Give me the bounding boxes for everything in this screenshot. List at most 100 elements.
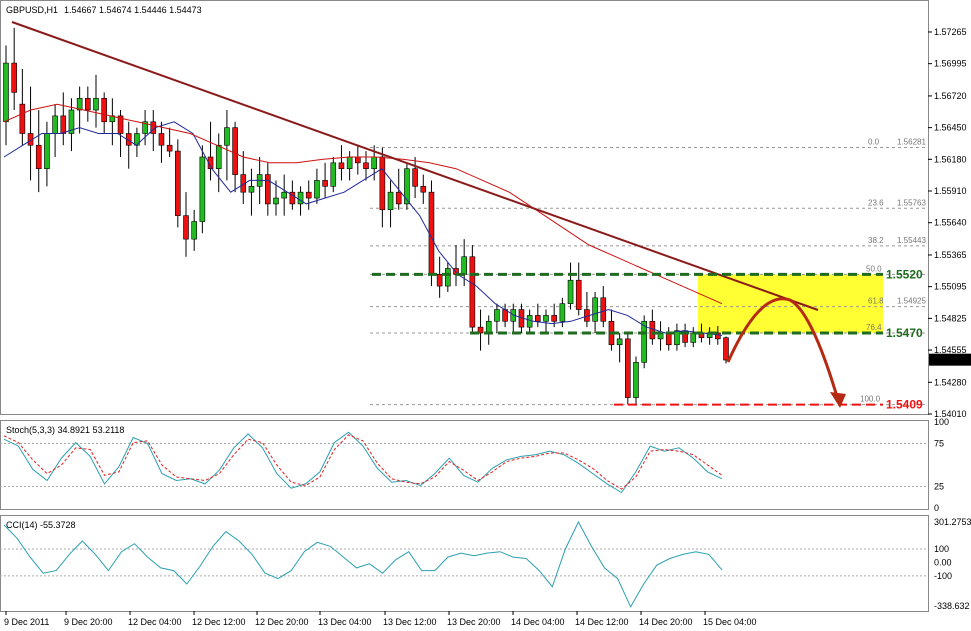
bull-candle — [224, 127, 230, 146]
bear-candle — [322, 180, 328, 187]
bear-candle — [575, 279, 582, 310]
projection-arrow — [726, 297, 840, 401]
bear-candle — [166, 144, 173, 152]
price-tick-label: 1.55640 — [934, 218, 967, 228]
fib-percent-label: 0.0 — [868, 137, 880, 146]
bull-candle — [215, 144, 222, 170]
stoch-tick-label: 100 — [934, 417, 949, 427]
bull-candle — [76, 97, 83, 111]
moving-average-fast — [3, 121, 723, 336]
price-tick-label: 1.57265 — [934, 27, 967, 37]
time-tick-label: 9 Dec 20:00 — [64, 617, 113, 627]
bull-candle — [690, 332, 697, 343]
time-tick-label: 13 Dec 12:00 — [383, 617, 437, 627]
bear-candle — [395, 191, 402, 205]
current-price-label: 1.54473 — [931, 355, 964, 365]
price-tick-label: 1.55095 — [934, 282, 967, 292]
time-tick-label: 9 Dec 2011 — [4, 617, 49, 627]
bear-candle — [715, 332, 721, 340]
time-tick-label: 12 Dec 04:00 — [128, 617, 182, 627]
cci-label: CCI(14) -55.3728 — [6, 520, 76, 530]
bear-candle — [436, 274, 443, 287]
bull-candle — [616, 338, 623, 346]
bull-candle — [633, 362, 639, 398]
price-tick-label: 1.55365 — [934, 250, 967, 260]
cci-panel-frame — [0, 515, 929, 612]
fib-percent-label: 100.0 — [860, 395, 881, 404]
cci-tick-label: 100 — [934, 544, 949, 554]
current-price-marker — [929, 353, 971, 366]
fib-percent-label: 76.4 — [866, 323, 882, 332]
price-tick-label: 1.56450 — [934, 123, 967, 133]
bear-candle — [289, 191, 296, 205]
price-tick-label: 1.55910 — [934, 186, 967, 196]
time-tick-label: 12 Dec 12:00 — [192, 617, 246, 627]
bull-candle — [445, 268, 451, 287]
bear-candle — [101, 97, 107, 123]
fib-price-label: 1.56281 — [897, 137, 926, 146]
stoch-signal-line — [3, 434, 723, 490]
arrow-head — [830, 392, 846, 408]
bear-candle — [535, 315, 541, 322]
time-tick-label: 12 Dec 20:00 — [255, 617, 309, 627]
bear-candle — [60, 115, 67, 134]
bull-candle — [674, 330, 680, 346]
bear-candle — [665, 332, 672, 346]
bear-candle — [477, 326, 484, 334]
bear-candle — [232, 127, 238, 175]
bear-candle — [625, 338, 631, 398]
bull-candle — [485, 320, 492, 334]
bear-candle — [469, 256, 476, 328]
bear-candle — [117, 115, 124, 134]
stoch-tick-label: 0 — [934, 503, 939, 513]
bull-candle — [346, 156, 353, 170]
bear-candle — [600, 297, 607, 322]
price-tick-label: 1.54010 — [934, 409, 967, 419]
main-panel-frame — [0, 0, 929, 415]
stoch-tick-label: 25 — [934, 482, 944, 492]
bull-candle — [641, 320, 647, 363]
price-tick-label: 1.56720 — [934, 91, 967, 101]
time-tick-label: 14 Dec 04:00 — [511, 617, 565, 627]
bull-candle — [461, 256, 467, 275]
fib-percent-label: 23.6 — [868, 198, 884, 207]
fib-price-label: 1.54925 — [897, 297, 926, 306]
bear-candle — [265, 174, 271, 205]
cci-tick-label: 0.00 — [934, 557, 952, 567]
time-tick-label: 14 Dec 12:00 — [575, 617, 629, 627]
stoch-label: Stoch(5,3,3) 34.8921 53.2118 — [6, 425, 124, 435]
bear-candle — [420, 186, 427, 193]
bull-candle — [68, 109, 75, 134]
price-tick-label: 1.54555 — [934, 345, 967, 355]
bear-candle — [379, 156, 386, 211]
support-level-label: 1.5470 — [886, 326, 923, 340]
bear-candle — [19, 103, 26, 134]
bull-candle — [93, 97, 99, 111]
symbol-title: GBPUSD,H1 — [6, 5, 58, 15]
bull-candle — [543, 315, 549, 322]
bull-candle — [44, 133, 50, 170]
time-tick-label: 13 Dec 04:00 — [318, 617, 372, 627]
bear-candle — [305, 191, 312, 199]
bear-candle — [723, 337, 729, 361]
fib-price-label: 1.55443 — [897, 236, 926, 245]
bull-candle — [273, 197, 279, 205]
bull-candle — [387, 191, 394, 211]
bull-candle — [592, 297, 598, 322]
bear-candle — [649, 320, 656, 340]
time-tick-label: 15 Dec 04:00 — [703, 617, 757, 627]
fib-price-label: 1.55763 — [897, 198, 926, 207]
bull-candle — [314, 180, 320, 199]
bear-candle — [355, 156, 361, 164]
stoch-tick-label: 75 — [934, 439, 944, 449]
bull-candle — [142, 121, 148, 134]
bull-candle — [404, 168, 410, 205]
price-tick-label: 1.56180 — [934, 154, 967, 164]
bull-candle — [199, 156, 206, 222]
cci-tick-label: 301.2753 — [934, 517, 971, 527]
bull-candle — [3, 62, 9, 123]
bull-candle — [248, 186, 255, 193]
bear-candle — [35, 144, 42, 170]
